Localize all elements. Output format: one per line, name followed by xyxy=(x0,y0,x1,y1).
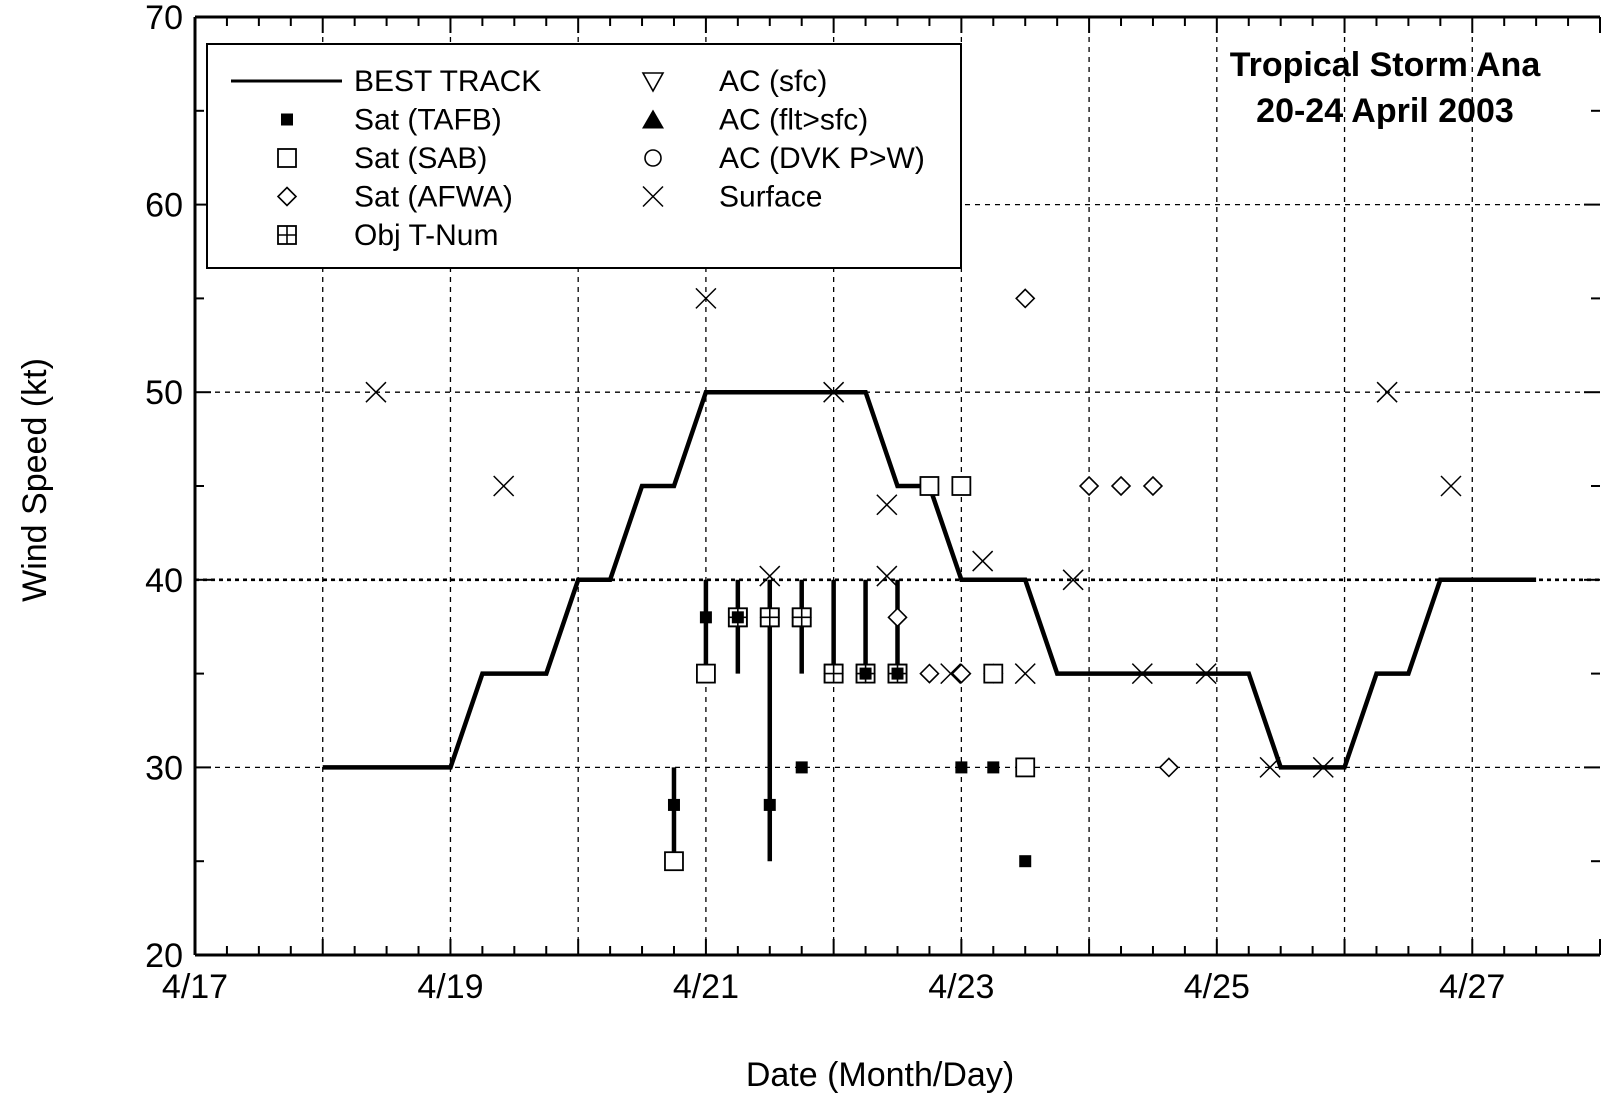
sat-tafb-point xyxy=(700,611,712,623)
legend-label: Obj T-Num xyxy=(354,219,498,252)
sat-tafb-point xyxy=(987,761,999,773)
x-tick-label: 4/21 xyxy=(673,968,739,1006)
legend-marker xyxy=(281,114,293,126)
legend-marker xyxy=(645,150,661,166)
sat-tafb-point xyxy=(668,799,680,811)
legend-label: AC (flt>sfc) xyxy=(719,104,868,137)
sat-sab-point xyxy=(920,477,938,495)
y-tick-label: 60 xyxy=(145,187,183,225)
sat-sab-point xyxy=(697,665,715,683)
sat-sab-point xyxy=(984,665,1002,683)
sat-tafb-point xyxy=(860,668,872,680)
legend-label: Surface xyxy=(719,181,822,214)
legend-label: Sat (SAB) xyxy=(354,142,487,175)
legend-label: Sat (TAFB) xyxy=(354,104,502,137)
sat-tafb-point xyxy=(796,761,808,773)
y-tick-label: 50 xyxy=(145,374,183,412)
chart-title: Tropical Storm Ana xyxy=(1230,46,1542,84)
sat-tafb-point xyxy=(1019,855,1031,867)
sat-sab-point xyxy=(1016,758,1034,776)
legend-marker xyxy=(278,226,296,244)
y-tick-label: 70 xyxy=(145,0,183,37)
x-tick-label: 4/19 xyxy=(417,968,483,1006)
sat-tafb-point xyxy=(955,761,967,773)
chart-subtitle: 20-24 April 2003 xyxy=(1256,92,1514,130)
sat-sab-point xyxy=(952,477,970,495)
legend-label: BEST TRACK xyxy=(354,65,541,98)
sat-tafb-point xyxy=(892,668,904,680)
x-tick-label: 4/27 xyxy=(1439,968,1505,1006)
obj-t-num-point xyxy=(825,665,843,683)
sat-sab-point xyxy=(665,852,683,870)
legend: BEST TRACK Sat (TAFB) Sat (SAB) Sat (AFWA) O… xyxy=(207,44,961,268)
legend-label: AC (sfc) xyxy=(719,65,827,98)
legend-marker xyxy=(278,149,296,167)
legend-label: Sat (AFWA) xyxy=(354,181,513,214)
x-tick-label: 4/23 xyxy=(928,968,994,1006)
y-tick-label: 30 xyxy=(145,749,183,787)
sat-tafb-point xyxy=(764,799,776,811)
x-tick-label: 4/25 xyxy=(1184,968,1250,1006)
sat-tafb-point xyxy=(732,611,744,623)
y-tick-label: 40 xyxy=(145,562,183,600)
x-axis-title: Date (Month/Day) xyxy=(746,1056,1014,1094)
legend-label: AC (DVK P>W) xyxy=(719,142,925,175)
y-tick-label: 20 xyxy=(145,937,183,975)
obj-t-num-point xyxy=(793,608,811,626)
y-axis-title: Wind Speed (kt) xyxy=(16,358,54,602)
obj-t-num-point xyxy=(761,608,779,626)
